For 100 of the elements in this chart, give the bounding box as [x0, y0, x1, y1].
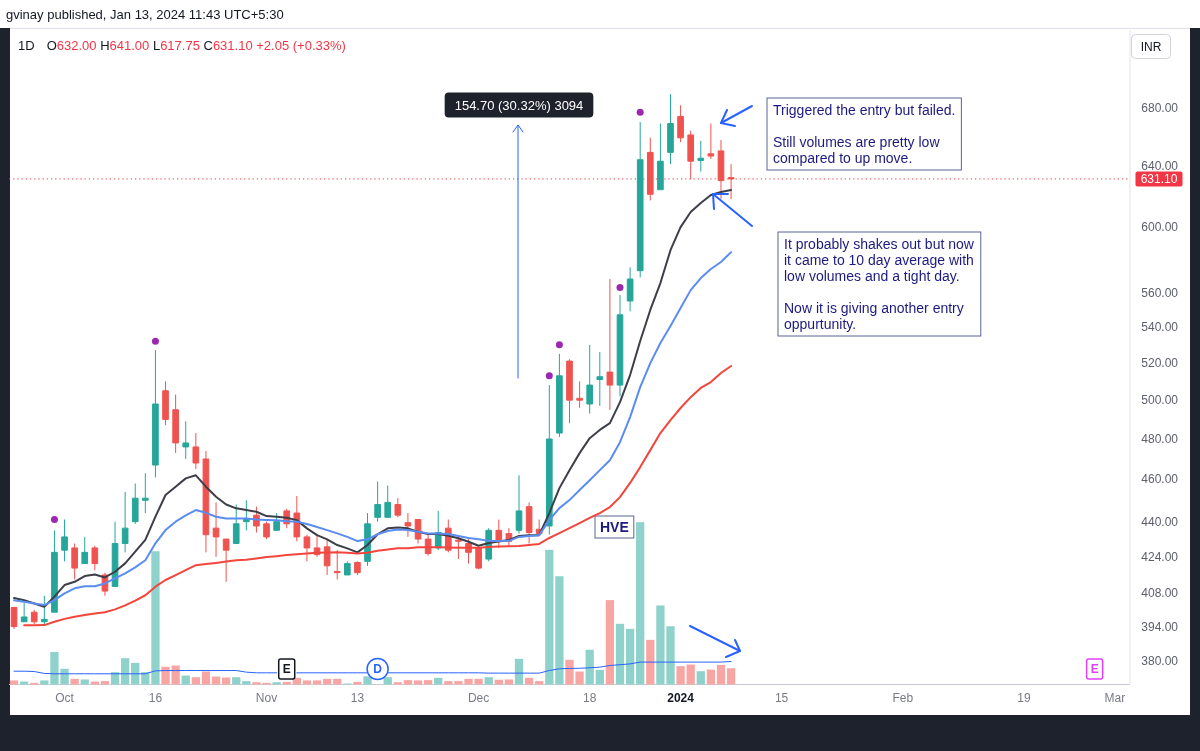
bar [413, 680, 423, 685]
bar [312, 680, 322, 685]
bar [696, 671, 705, 685]
bar [434, 677, 443, 685]
candlestick [222, 538, 230, 583]
candlestick [374, 480, 381, 523]
annotation: D [373, 662, 383, 677]
candlestick [394, 497, 402, 518]
x-tick-label: Feb [892, 691, 914, 705]
ref-line-label: 631.10 [1140, 172, 1178, 187]
bar [131, 662, 140, 685]
bar [9, 680, 19, 685]
text: 1D [18, 38, 35, 53]
y-tick-label: 500.00 [1141, 393, 1179, 408]
candlestick [41, 595, 48, 625]
candlestick [586, 344, 594, 415]
bar [676, 666, 685, 685]
bar [242, 681, 251, 685]
bar [20, 681, 29, 685]
bar [514, 658, 524, 685]
candlestick [243, 499, 250, 531]
candlestick [384, 485, 392, 518]
point [636, 108, 644, 116]
bar [272, 682, 281, 685]
candlestick [162, 380, 169, 426]
candlestick [263, 521, 270, 540]
bar [726, 668, 736, 685]
bar [232, 677, 241, 685]
x-tick-label: 15 [774, 691, 789, 705]
text: O632.00 H641.00 L617.75 C631.10 +2.05 (+0.33%) [46, 38, 346, 53]
y-tick-label: 680.00 [1141, 101, 1179, 116]
candlestick [495, 518, 503, 549]
candlestick [475, 546, 482, 570]
candlestick [354, 560, 361, 576]
bar [333, 678, 342, 685]
candlestick [616, 294, 624, 397]
candlestick [566, 358, 573, 424]
bar [595, 669, 604, 685]
line-series [23, 365, 733, 627]
candlestick [636, 121, 644, 278]
bar [121, 658, 130, 685]
candlestick [212, 501, 220, 558]
bar [403, 680, 413, 685]
bar [90, 681, 99, 685]
bar [70, 678, 79, 685]
candlestick [121, 491, 129, 553]
bar [585, 649, 594, 685]
candlestick [455, 536, 462, 560]
bar [605, 600, 615, 685]
bar [545, 549, 554, 685]
bar [191, 677, 200, 685]
bar [494, 679, 503, 685]
point [545, 372, 553, 380]
bar [615, 623, 625, 685]
candlestick [626, 266, 634, 312]
y-tick-label: 380.00 [1141, 653, 1179, 668]
candlestick [525, 501, 533, 544]
y-tick-label: 640.00 [1141, 158, 1179, 173]
bar [292, 677, 301, 685]
bar [686, 664, 695, 685]
candlestick [697, 140, 705, 173]
candlestick [343, 560, 351, 576]
candlestick [556, 353, 563, 438]
point [50, 515, 58, 523]
bar [110, 672, 120, 685]
candlestick [30, 609, 38, 625]
bar [201, 671, 211, 685]
candlestick [667, 93, 674, 165]
annotation: E [1090, 662, 1099, 677]
bar [353, 681, 362, 685]
point [151, 337, 159, 345]
x-tick-label: Dec [467, 691, 490, 705]
bar [80, 679, 89, 685]
line-series [13, 251, 733, 607]
bar [282, 681, 291, 685]
bar [363, 676, 372, 685]
bar [211, 676, 221, 685]
candlestick [707, 123, 715, 160]
candlestick [677, 104, 684, 143]
y-tick-label: 520.00 [1141, 355, 1179, 370]
y-tick-label: 600.00 [1141, 219, 1179, 234]
candlestick [646, 137, 654, 201]
annotation: 154.70 (30.32%) 3094 [454, 97, 584, 113]
candlestick [51, 529, 58, 613]
text: gvinay published, Jan 13, 2024 11:43 UTC+5:30 [6, 6, 284, 22]
candlestick [10, 606, 18, 630]
x-tick-label: 18 [583, 691, 597, 705]
annotation: HVE [600, 518, 629, 535]
candlestick [232, 504, 240, 544]
y-tick-label: 480.00 [1141, 431, 1179, 446]
bar [555, 576, 564, 685]
candlestick [20, 602, 28, 623]
point [616, 283, 624, 291]
candlestick [81, 536, 89, 565]
candlestick [192, 432, 200, 470]
y-tick-label: 460.00 [1141, 472, 1179, 487]
bar [40, 680, 49, 685]
bar [322, 678, 332, 685]
bar [100, 681, 110, 685]
text: INR [1140, 39, 1162, 54]
